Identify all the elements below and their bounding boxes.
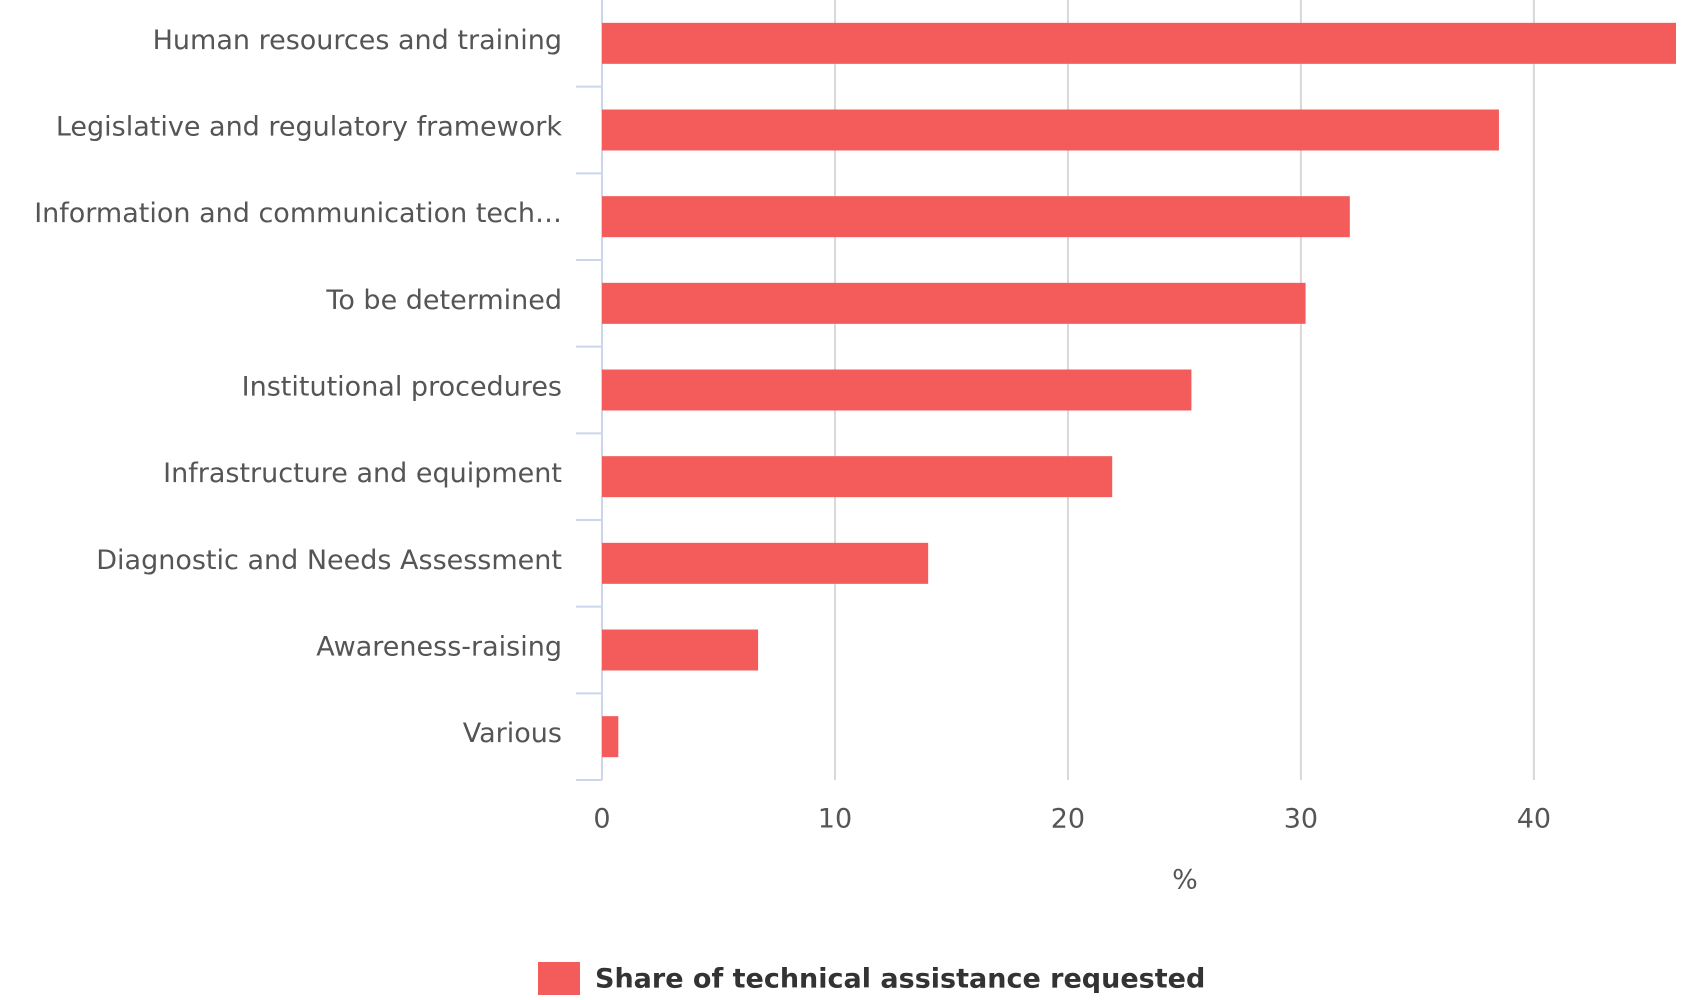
bar: [602, 196, 1350, 238]
bar: [602, 22, 1676, 64]
legend-swatch: [538, 962, 580, 995]
x-axis-title: %: [1172, 865, 1198, 896]
y-tick-label: Legislative and regulatory framework: [56, 112, 563, 143]
bar: [602, 282, 1306, 324]
y-tick-label: Infrastructure and equipment: [163, 458, 562, 489]
y-tick-label: Information and communication tech…: [34, 198, 562, 229]
bar: [602, 629, 759, 671]
x-tick-label: 20: [1051, 804, 1085, 835]
bar: [602, 716, 619, 758]
y-tick-label: To be determined: [325, 285, 562, 316]
bar: [602, 456, 1113, 498]
y-tick-label: Institutional procedures: [242, 372, 562, 403]
x-tick-label: 0: [593, 804, 610, 835]
bar: [602, 369, 1192, 411]
x-tick-label: 40: [1517, 804, 1551, 835]
y-tick-label: Various: [463, 718, 562, 749]
y-tick-label: Diagnostic and Needs Assessment: [96, 545, 562, 576]
x-tick-label: 30: [1284, 804, 1318, 835]
bar: [602, 542, 929, 584]
bar: [602, 109, 1499, 151]
legend-label: Share of technical assistance requested: [595, 964, 1205, 995]
y-tick-label: Awareness-raising: [316, 632, 562, 663]
y-tick-label: Human resources and training: [153, 25, 562, 56]
x-tick-label: 10: [818, 804, 852, 835]
